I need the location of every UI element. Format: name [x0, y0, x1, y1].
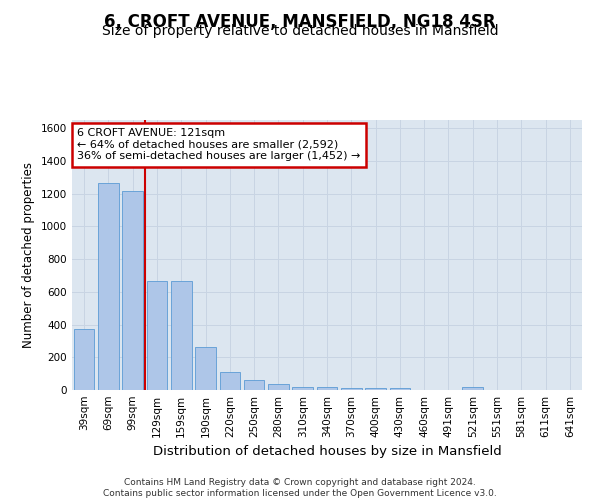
Bar	[146, 281, 167, 390]
Bar	[268, 384, 289, 390]
X-axis label: Distribution of detached houses by size in Mansfield: Distribution of detached houses by size …	[152, 446, 502, 458]
Y-axis label: Number of detached properties: Number of detached properties	[22, 162, 35, 348]
Bar	[122, 191, 143, 390]
Text: Size of property relative to detached houses in Mansfield: Size of property relative to detached ho…	[101, 24, 499, 38]
Bar	[195, 346, 216, 390]
Bar	[292, 386, 313, 390]
Bar	[98, 183, 119, 390]
Bar	[365, 388, 386, 390]
Text: Contains HM Land Registry data © Crown copyright and database right 2024.
Contai: Contains HM Land Registry data © Crown c…	[103, 478, 497, 498]
Bar	[74, 330, 94, 390]
Bar	[317, 387, 337, 390]
Bar	[171, 281, 191, 390]
Text: 6 CROFT AVENUE: 121sqm
← 64% of detached houses are smaller (2,592)
36% of semi-: 6 CROFT AVENUE: 121sqm ← 64% of detached…	[77, 128, 361, 162]
Bar	[463, 386, 483, 390]
Text: 6, CROFT AVENUE, MANSFIELD, NG18 4SR: 6, CROFT AVENUE, MANSFIELD, NG18 4SR	[104, 12, 496, 30]
Bar	[244, 380, 265, 390]
Bar	[220, 372, 240, 390]
Bar	[341, 388, 362, 390]
Bar	[389, 388, 410, 390]
